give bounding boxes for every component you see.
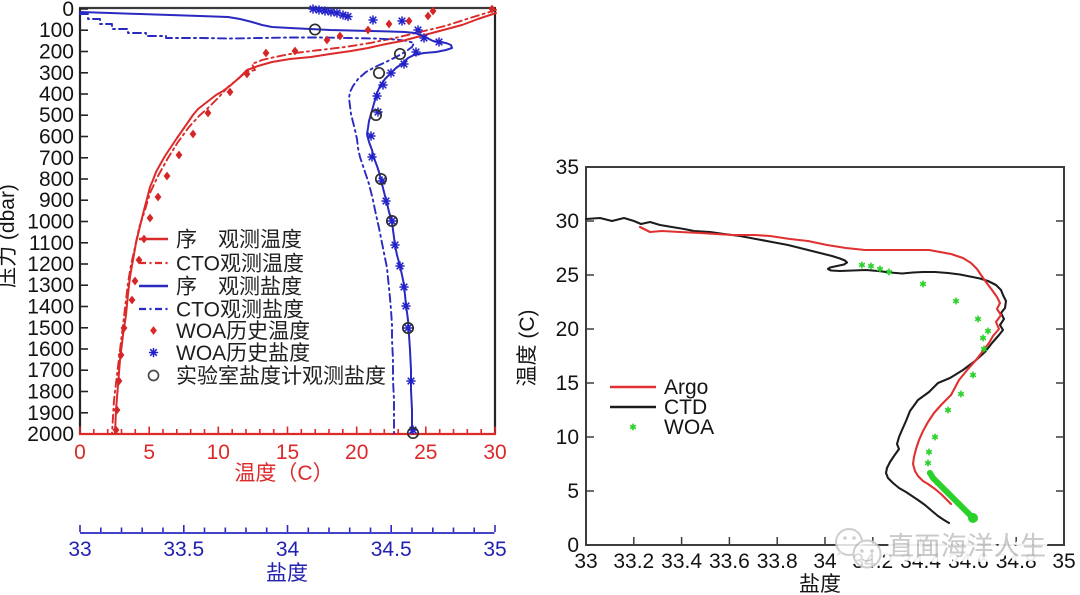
svg-text:Argo: Argo bbox=[664, 376, 708, 399]
svg-text:600: 600 bbox=[39, 126, 74, 149]
svg-text:2000: 2000 bbox=[27, 423, 74, 446]
svg-text:400: 400 bbox=[39, 83, 74, 106]
svg-text:直面海洋人生: 直面海洋人生 bbox=[888, 531, 1046, 561]
svg-text:盐度: 盐度 bbox=[799, 573, 841, 595]
svg-text:33.8: 33.8 bbox=[757, 550, 798, 573]
svg-text:30: 30 bbox=[556, 210, 579, 233]
svg-text:压力 (dbar): 压力 (dbar) bbox=[0, 184, 19, 288]
svg-text:序 观测温度: 序 观测温度 bbox=[176, 229, 302, 252]
svg-text:900: 900 bbox=[39, 189, 74, 212]
svg-text:WOA历史盐度: WOA历史盐度 bbox=[176, 342, 310, 365]
svg-text:1100: 1100 bbox=[29, 232, 74, 255]
svg-text:10: 10 bbox=[556, 426, 579, 449]
svg-text:34: 34 bbox=[813, 550, 837, 573]
svg-text:0: 0 bbox=[74, 441, 86, 464]
svg-text:15: 15 bbox=[276, 441, 299, 464]
svg-text:1400: 1400 bbox=[27, 296, 74, 319]
svg-text:35: 35 bbox=[556, 156, 579, 179]
svg-text:34.4: 34.4 bbox=[900, 550, 941, 573]
svg-text:WOA: WOA bbox=[664, 416, 714, 439]
svg-text:34: 34 bbox=[276, 538, 300, 561]
svg-text:序 观测盐度: 序 观测盐度 bbox=[176, 276, 302, 299]
svg-text:35: 35 bbox=[483, 538, 506, 561]
svg-text:25: 25 bbox=[414, 441, 437, 464]
svg-text:300: 300 bbox=[39, 62, 74, 85]
svg-text:直面海洋人生: 直面海洋人生 bbox=[888, 531, 1046, 561]
svg-text:34.8: 34.8 bbox=[996, 550, 1037, 573]
svg-text:1300: 1300 bbox=[27, 274, 74, 297]
svg-text:20: 20 bbox=[556, 318, 579, 341]
svg-text:实验室盐度计观测盐度: 实验室盐度计观测盐度 bbox=[176, 365, 386, 388]
svg-text:33.2: 33.2 bbox=[613, 550, 654, 573]
svg-text:0: 0 bbox=[62, 0, 74, 21]
svg-text:0: 0 bbox=[567, 534, 579, 557]
svg-text:33.4: 33.4 bbox=[661, 550, 702, 573]
svg-text:1200: 1200 bbox=[27, 253, 74, 276]
svg-text:1500: 1500 bbox=[27, 317, 74, 340]
svg-text:5: 5 bbox=[567, 480, 579, 503]
svg-text:500: 500 bbox=[39, 104, 74, 127]
svg-text:34.6: 34.6 bbox=[948, 550, 989, 573]
svg-text:盐度: 盐度 bbox=[266, 562, 308, 585]
svg-text:35: 35 bbox=[1052, 550, 1075, 573]
svg-text:100: 100 bbox=[39, 19, 74, 42]
svg-text:25: 25 bbox=[556, 264, 579, 287]
svg-text:33.5: 33.5 bbox=[163, 538, 204, 561]
svg-text:700: 700 bbox=[39, 147, 74, 170]
svg-text:33.6: 33.6 bbox=[709, 550, 750, 573]
svg-text:1700: 1700 bbox=[27, 359, 74, 382]
svg-text:1600: 1600 bbox=[27, 338, 74, 361]
svg-text:33: 33 bbox=[68, 538, 91, 561]
svg-text:34.5: 34.5 bbox=[371, 538, 412, 561]
svg-text:200: 200 bbox=[39, 41, 74, 64]
svg-text:WOA历史温度: WOA历史温度 bbox=[176, 320, 310, 343]
svg-text:30: 30 bbox=[483, 441, 506, 464]
svg-text:800: 800 bbox=[39, 168, 74, 191]
svg-text:温度（C）: 温度（C） bbox=[234, 462, 333, 485]
svg-text:1900: 1900 bbox=[27, 402, 74, 425]
svg-text:20: 20 bbox=[345, 441, 368, 464]
svg-text:温度 (C): 温度 (C) bbox=[516, 310, 539, 387]
svg-text:15: 15 bbox=[556, 372, 579, 395]
svg-text:CTD: CTD bbox=[664, 396, 707, 419]
svg-text:1800: 1800 bbox=[27, 381, 74, 404]
svg-text:CTO观测盐度: CTO观测盐度 bbox=[176, 299, 304, 322]
svg-text:CTO观测温度: CTO观测温度 bbox=[176, 253, 304, 276]
svg-text:1000: 1000 bbox=[27, 211, 74, 234]
svg-text:5: 5 bbox=[143, 441, 155, 464]
svg-text:33: 33 bbox=[574, 550, 597, 573]
svg-text:10: 10 bbox=[207, 441, 230, 464]
